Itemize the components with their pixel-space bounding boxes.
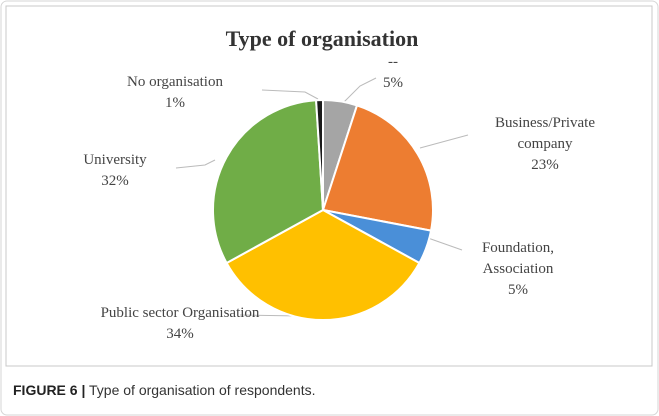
leader-line [419, 134, 469, 149]
value-label: 5% [383, 75, 403, 91]
category-label: Foundation, Association [481, 240, 555, 277]
category-label: University [83, 152, 147, 168]
category-label: No organisation [127, 74, 223, 90]
caption-text: Type of organisation of respondents. [89, 382, 316, 398]
slice-label: Foundation, Association 5% [461, 238, 576, 301]
pie-slice [321, 104, 434, 232]
value-label: 34% [166, 326, 194, 342]
chart-title: Type of organisation [226, 26, 419, 51]
slice-label: -- 5% [363, 52, 423, 94]
slice-label: University 32% [65, 150, 165, 192]
value-label: 23% [531, 157, 559, 173]
leader-line [342, 77, 377, 104]
caption-label: FIGURE 6 | [13, 382, 86, 398]
value-label: 5% [508, 282, 528, 298]
slice-label: Public sector Organisation 34% [70, 303, 290, 345]
value-label: 1% [165, 95, 185, 111]
slice-label: Business/Private company 23% [475, 113, 615, 176]
leader-line [427, 237, 463, 251]
category-label: Public sector Organisation [100, 305, 260, 321]
slice-label: No organisation 1% [105, 72, 245, 114]
caption: FIGURE 6 | Type of organisation of respo… [13, 382, 316, 398]
leader-line [175, 159, 216, 169]
pie-slice [315, 98, 324, 211]
value-label: 32% [101, 173, 129, 189]
category-label: Business/Private company [495, 115, 595, 152]
leader-line [261, 89, 319, 100]
pie [212, 98, 434, 321]
pie-slice [212, 99, 325, 265]
category-label: -- [388, 54, 398, 70]
